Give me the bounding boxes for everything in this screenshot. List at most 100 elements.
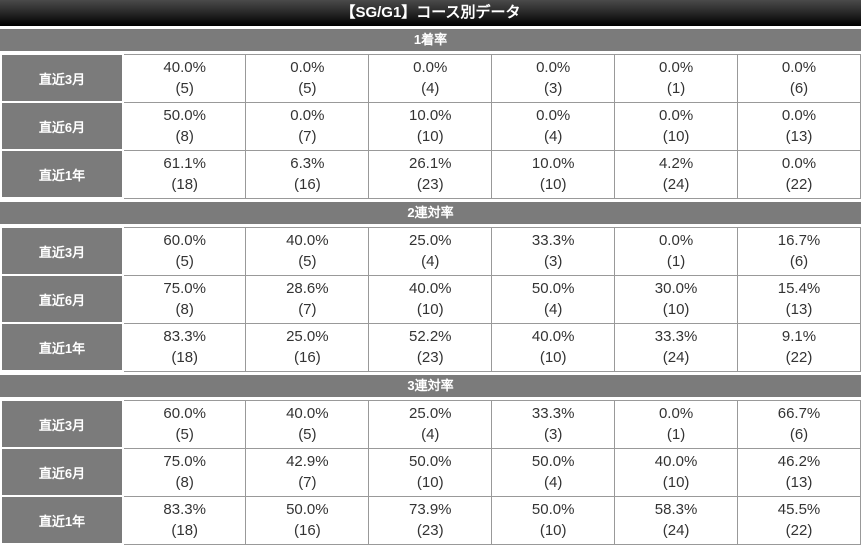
sample-count: (23): [416, 176, 444, 193]
rate-cell: 40.0% (10): [614, 447, 739, 497]
rate-cell: 30.0% (10): [614, 274, 739, 324]
rate-cell: 0.0% (4): [491, 101, 616, 151]
sample-count: (10): [539, 522, 567, 539]
sample-count: (7): [298, 474, 317, 491]
sample-count: (23): [416, 522, 444, 539]
rate-percent: 50.0%: [531, 453, 575, 470]
sample-count: (4): [421, 253, 440, 270]
rate-cell: 6.3% (16): [245, 149, 370, 199]
sample-count: (4): [544, 474, 563, 491]
rate-table: 直近3月 60.0% (5) 40.0% (5) 25.0% (4) 33.3%…: [0, 226, 861, 372]
sample-count: (22): [785, 522, 813, 539]
sample-count: (18): [171, 176, 199, 193]
sample-count: (8): [175, 474, 194, 491]
row-period-label: 直近6月: [0, 447, 124, 497]
rate-percent: 25.0%: [408, 405, 452, 422]
sample-count: (16): [294, 176, 321, 193]
row-period-label: 直近1年: [0, 322, 124, 372]
rate-percent: 45.5%: [777, 501, 821, 518]
sample-count: (18): [171, 522, 199, 539]
rate-percent: 0.0%: [658, 232, 694, 249]
rate-percent: 50.0%: [286, 501, 329, 518]
rate-cell: 25.0% (4): [368, 399, 493, 449]
sample-count: (10): [662, 301, 690, 318]
row-period-label: 直近3月: [0, 399, 124, 449]
sample-count: (22): [785, 176, 813, 193]
rate-cell: 50.0% (10): [368, 447, 493, 497]
rate-cell: 50.0% (16): [245, 495, 370, 545]
rate-percent: 28.6%: [286, 280, 329, 297]
rate-cell: 26.1% (23): [368, 149, 493, 199]
rate-cell: 50.0% (4): [491, 274, 616, 324]
rate-cell: 42.9% (7): [245, 447, 370, 497]
rate-percent: 30.0%: [654, 280, 698, 297]
rate-cell: 40.0% (10): [491, 322, 616, 372]
table-row: 直近6月 50.0% (8) 0.0% (7) 10.0% (10) 0.0% …: [0, 101, 861, 151]
sample-count: (22): [785, 349, 813, 366]
sample-count: (10): [539, 349, 567, 366]
sample-count: (8): [175, 301, 194, 318]
rate-cell: 10.0% (10): [491, 149, 616, 199]
section-header: 2連対率: [0, 202, 861, 224]
rate-percent: 0.0%: [413, 59, 448, 76]
rate-table: 直近3月 40.0% (5) 0.0% (5) 0.0% (4) 0.0% (3…: [0, 53, 861, 199]
sample-count: (7): [298, 128, 317, 145]
rate-cell: 61.1% (18): [122, 149, 247, 199]
rate-cell: 0.0% (6): [737, 53, 861, 103]
rate-percent: 73.9%: [408, 501, 452, 518]
row-period-label: 直近1年: [0, 149, 124, 199]
rate-percent: 0.0%: [290, 107, 325, 124]
sample-count: (18): [171, 349, 199, 366]
sample-count: (5): [175, 253, 194, 270]
rate-percent: 83.3%: [163, 501, 206, 518]
rate-cell: 0.0% (13): [737, 101, 861, 151]
rate-percent: 0.0%: [781, 107, 817, 124]
rate-cell: 25.0% (4): [368, 226, 493, 276]
rate-cell: 45.5% (22): [737, 495, 861, 545]
sample-count: (6): [789, 253, 809, 270]
sections-container: 1着率 直近3月 40.0% (5) 0.0% (5) 0.0% (4) 0.0…: [0, 29, 861, 545]
rate-section: 1着率 直近3月 40.0% (5) 0.0% (5) 0.0% (4) 0.0…: [0, 29, 861, 199]
rate-percent: 60.0%: [163, 232, 206, 249]
rate-percent: 40.0%: [531, 328, 575, 345]
rate-cell: 58.3% (24): [614, 495, 739, 545]
sample-count: (10): [539, 176, 567, 193]
rate-percent: 83.3%: [163, 328, 206, 345]
rate-percent: 0.0%: [781, 59, 817, 76]
sample-count: (5): [175, 80, 194, 97]
sample-count: (5): [298, 426, 317, 443]
table-row: 直近6月 75.0% (8) 42.9% (7) 50.0% (10) 50.0…: [0, 447, 861, 497]
rate-percent: 58.3%: [654, 501, 698, 518]
rate-percent: 40.0%: [163, 59, 206, 76]
rate-cell: 50.0% (4): [491, 447, 616, 497]
rate-percent: 10.0%: [531, 155, 575, 172]
rate-percent: 50.0%: [531, 501, 575, 518]
rate-percent: 16.7%: [777, 232, 821, 249]
sample-count: (8): [175, 128, 194, 145]
rate-cell: 0.0% (3): [491, 53, 616, 103]
page-title: 【SG/G1】コース別データ: [0, 0, 861, 26]
sample-count: (16): [294, 349, 321, 366]
rate-cell: 0.0% (1): [614, 226, 739, 276]
rate-percent: 0.0%: [658, 107, 694, 124]
rate-percent: 52.2%: [408, 328, 452, 345]
sample-count: (10): [662, 128, 690, 145]
rate-percent: 75.0%: [163, 453, 206, 470]
rate-percent: 6.3%: [290, 155, 325, 172]
rate-cell: 83.3% (18): [122, 495, 247, 545]
rate-percent: 0.0%: [658, 405, 694, 422]
table-row: 直近1年 61.1% (18) 6.3% (16) 26.1% (23) 10.…: [0, 149, 861, 199]
rate-cell: 66.7% (6): [737, 399, 861, 449]
sample-count: (10): [416, 474, 444, 491]
rate-percent: 0.0%: [781, 155, 817, 172]
sample-count: (4): [544, 301, 563, 318]
rate-percent: 15.4%: [777, 280, 821, 297]
rate-cell: 75.0% (8): [122, 274, 247, 324]
sample-count: (6): [789, 80, 809, 97]
rate-percent: 60.0%: [163, 405, 206, 422]
rate-percent: 0.0%: [536, 107, 571, 124]
rate-percent: 40.0%: [408, 280, 452, 297]
rate-cell: 0.0% (22): [737, 149, 861, 199]
rate-cell: 40.0% (5): [245, 399, 370, 449]
